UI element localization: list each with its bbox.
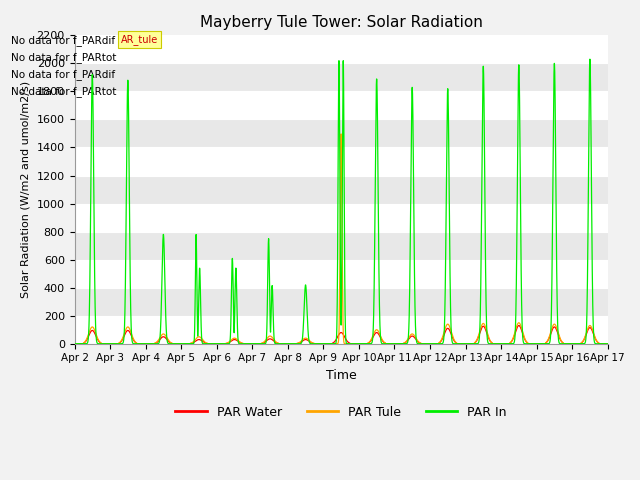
- Bar: [74, 232, 608, 260]
- Bar: [74, 36, 608, 63]
- X-axis label: Time: Time: [326, 369, 356, 382]
- Bar: [74, 120, 608, 147]
- Text: No data for f_PARtot: No data for f_PARtot: [10, 52, 116, 63]
- Bar: [74, 260, 608, 288]
- Bar: [74, 63, 608, 91]
- Text: No data for f_PARtot: No data for f_PARtot: [10, 86, 116, 97]
- Bar: [74, 147, 608, 176]
- Bar: [74, 176, 608, 204]
- Bar: [74, 204, 608, 232]
- Text: No data for f_PARdif: No data for f_PARdif: [10, 69, 115, 80]
- Title: Mayberry Tule Tower: Solar Radiation: Mayberry Tule Tower: Solar Radiation: [200, 15, 483, 30]
- Y-axis label: Solar Radiation (W/m2 and umol/m2/s): Solar Radiation (W/m2 and umol/m2/s): [21, 81, 31, 298]
- Text: AR_tule: AR_tule: [121, 35, 158, 45]
- Text: No data for f_PARdif: No data for f_PARdif: [10, 36, 115, 46]
- Bar: [74, 91, 608, 120]
- Bar: [74, 288, 608, 316]
- Legend: PAR Water, PAR Tule, PAR In: PAR Water, PAR Tule, PAR In: [170, 401, 512, 424]
- Bar: [74, 316, 608, 344]
